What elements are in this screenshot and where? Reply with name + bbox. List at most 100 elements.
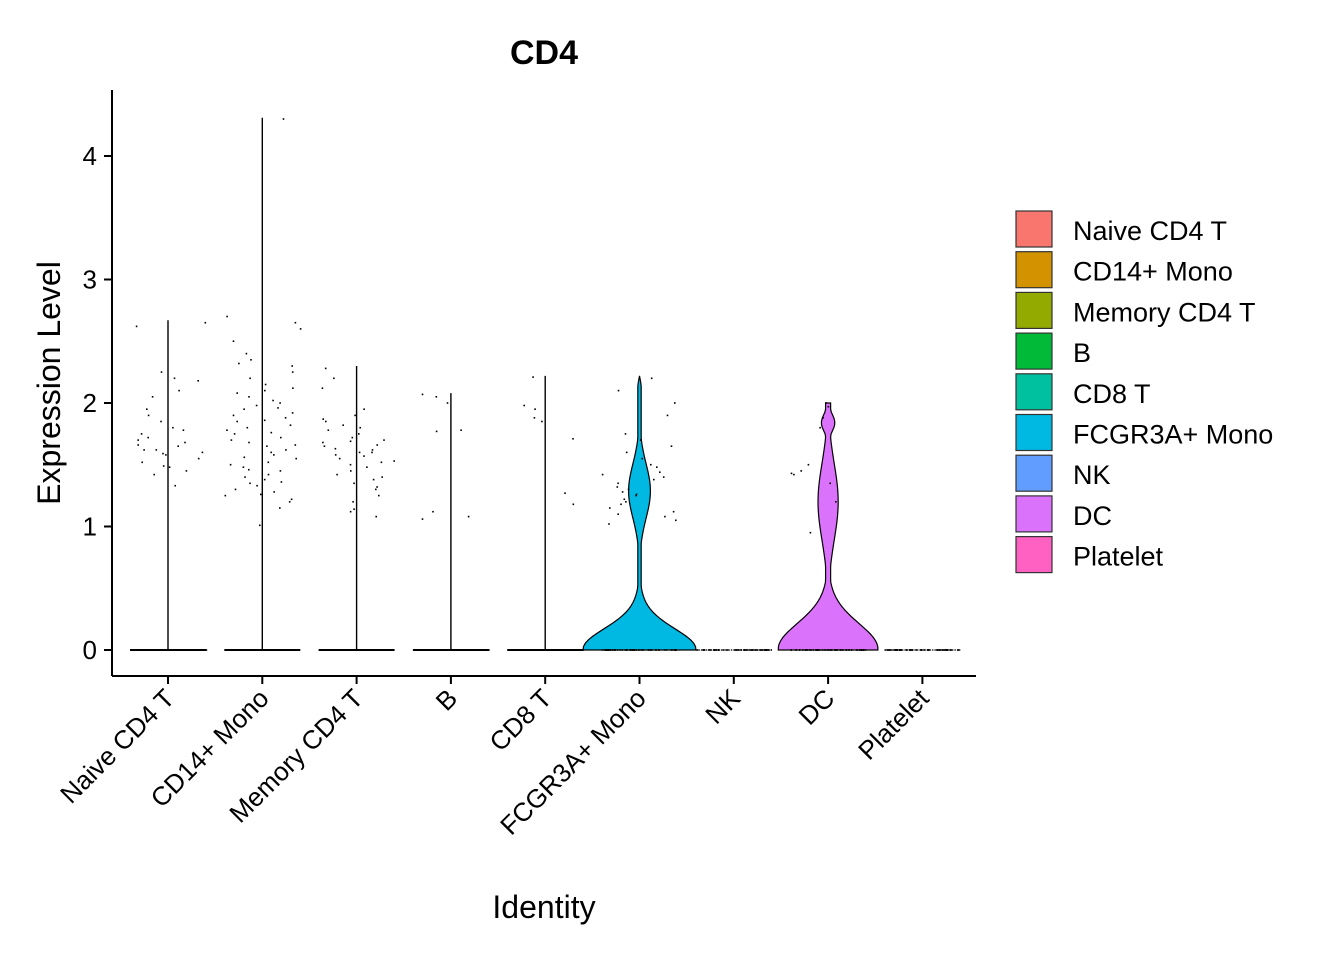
data-point xyxy=(291,412,294,414)
data-point xyxy=(349,463,352,466)
data-point xyxy=(226,429,228,431)
data-point xyxy=(551,649,553,651)
violin-memory-cd4-t xyxy=(318,365,395,651)
data-point xyxy=(886,649,889,651)
y-tick-label: 0 xyxy=(83,635,97,665)
data-point xyxy=(542,649,544,651)
data-point xyxy=(141,649,143,651)
data-point xyxy=(258,649,260,651)
data-point xyxy=(819,426,821,429)
data-point xyxy=(435,396,438,398)
data-point xyxy=(571,649,573,651)
data-point xyxy=(807,463,810,466)
data-point xyxy=(658,649,660,651)
data-point xyxy=(612,649,614,651)
data-point xyxy=(603,649,606,651)
data-point xyxy=(275,649,277,651)
data-point xyxy=(233,649,236,651)
data-point xyxy=(467,649,469,651)
data-point xyxy=(665,649,668,651)
data-point xyxy=(236,392,238,394)
data-point xyxy=(635,494,637,497)
data-point xyxy=(829,649,832,651)
data-point xyxy=(659,471,661,473)
data-point xyxy=(250,359,252,361)
data-point xyxy=(371,449,374,451)
data-point xyxy=(534,408,536,410)
legend-label: FCGR3A+ Mono xyxy=(1073,420,1273,450)
data-point xyxy=(827,649,829,651)
data-point xyxy=(625,451,628,454)
data-point xyxy=(241,649,243,651)
data-point xyxy=(821,649,824,651)
data-point xyxy=(177,445,179,447)
data-point xyxy=(936,649,938,651)
data-point xyxy=(471,649,474,651)
data-point xyxy=(890,649,892,651)
data-point xyxy=(295,649,297,651)
data-point xyxy=(845,649,848,651)
data-point xyxy=(541,420,543,423)
data-point xyxy=(751,649,753,651)
data-point xyxy=(366,649,368,651)
data-point xyxy=(371,451,373,454)
data-point xyxy=(950,649,953,651)
data-point xyxy=(204,321,207,324)
data-point xyxy=(802,649,804,651)
data-point xyxy=(564,649,566,651)
data-point xyxy=(343,649,345,651)
data-point xyxy=(549,649,551,651)
data-point xyxy=(609,649,611,651)
data-point xyxy=(165,454,167,456)
data-point xyxy=(262,649,264,651)
data-point xyxy=(178,389,180,392)
data-point xyxy=(893,649,895,651)
data-point xyxy=(162,465,165,467)
data-point xyxy=(456,649,458,651)
data-point xyxy=(185,470,188,472)
data-point xyxy=(160,371,163,373)
data-point xyxy=(195,649,198,651)
data-point xyxy=(294,444,297,446)
data-point xyxy=(137,439,139,441)
data-point xyxy=(327,429,330,431)
data-point xyxy=(611,649,613,651)
data-point xyxy=(702,649,704,651)
data-point xyxy=(422,649,424,651)
data-point xyxy=(455,649,458,651)
data-point xyxy=(291,371,294,373)
data-point xyxy=(167,649,170,651)
data-point xyxy=(827,405,830,408)
data-point xyxy=(277,407,279,409)
data-point xyxy=(392,649,394,651)
data-point xyxy=(173,649,175,651)
data-point xyxy=(244,476,246,478)
y-tick-label: 2 xyxy=(83,388,97,418)
data-point xyxy=(761,649,763,651)
data-point xyxy=(822,417,824,419)
data-point xyxy=(531,649,534,651)
data-point xyxy=(471,649,473,651)
data-point xyxy=(915,649,918,651)
data-point xyxy=(829,482,831,485)
data-point xyxy=(752,649,754,651)
data-point xyxy=(332,649,334,651)
data-point xyxy=(722,649,724,651)
data-point xyxy=(608,649,610,651)
data-point xyxy=(473,649,476,651)
data-point xyxy=(338,457,341,460)
data-point xyxy=(376,486,378,488)
violin-fcgr3a-mono xyxy=(582,375,697,651)
data-point xyxy=(183,649,186,651)
legend-swatch xyxy=(1015,373,1053,411)
data-point xyxy=(148,649,150,651)
data-point xyxy=(248,441,250,444)
data-point xyxy=(535,649,538,651)
data-point xyxy=(790,472,793,475)
data-point xyxy=(601,473,604,476)
data-point xyxy=(282,649,284,651)
data-point xyxy=(819,649,821,651)
data-point xyxy=(385,649,387,651)
data-point xyxy=(367,649,369,651)
legend-label: DC xyxy=(1073,501,1112,531)
